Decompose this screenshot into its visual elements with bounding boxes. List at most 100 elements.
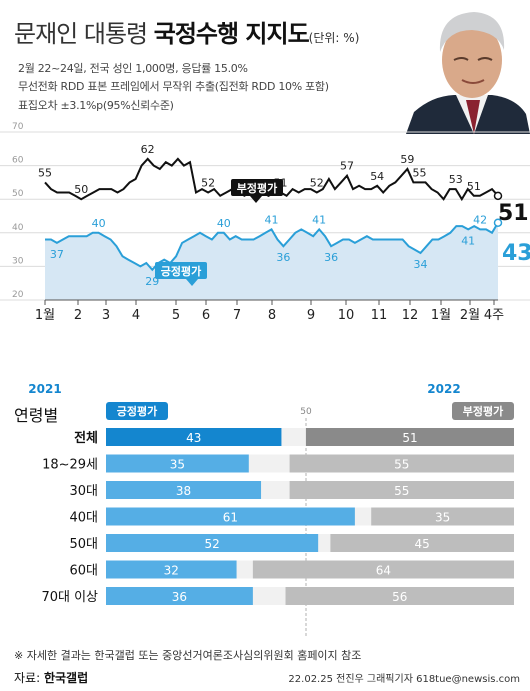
positive-data-label: 36 — [276, 251, 290, 264]
positive-bar-value: 43 — [186, 431, 201, 445]
positive-bar — [106, 534, 319, 552]
negative-data-label: 53 — [449, 173, 463, 186]
negative-last-value: 51 — [498, 201, 529, 226]
positive-bar-value: 61 — [223, 511, 238, 525]
positive-bar — [106, 587, 253, 605]
age-category-label: 전체 — [74, 430, 98, 446]
negative-data-label: 55 — [38, 166, 52, 179]
x-tick-label: 2 — [74, 308, 82, 323]
negative-bar-value: 51 — [402, 431, 417, 445]
x-tick-label: 6 — [202, 308, 210, 323]
positive-bar-value: 35 — [170, 458, 185, 472]
positive-data-label: 41 — [312, 213, 326, 226]
survey-info-line-1: 2월 22~24일, 전국 성인 1,000명, 응답률 15.0% — [18, 62, 248, 75]
positive-bar-value: 38 — [176, 484, 191, 498]
positive-callout: 긍정평가 — [155, 262, 207, 286]
negative-end-marker — [493, 191, 503, 201]
legend-positive: 긍정평가 — [106, 402, 168, 420]
negative-bar-value: 55 — [394, 458, 409, 472]
positive-last-value: 43 — [502, 241, 530, 266]
x-tick-label: 4주 — [484, 308, 504, 323]
legend-positive-label: 긍정평가 — [117, 404, 157, 418]
negative-data-label: 51 — [467, 180, 481, 193]
negative-callout-label: 부정평가 — [237, 181, 277, 195]
y-tick-label: 40 — [12, 223, 24, 233]
x-tick-label: 3 — [102, 308, 110, 323]
negative-bar — [305, 428, 514, 446]
age-section-title: 연령별 — [14, 406, 58, 425]
negative-bar — [252, 560, 514, 579]
negative-bar — [371, 507, 514, 526]
negative-bar-value: 45 — [415, 537, 430, 551]
negative-data-label: 57 — [340, 160, 354, 173]
age-category-label: 30대 — [69, 484, 98, 499]
positive-data-label: 41 — [265, 213, 279, 226]
page-title: 문재인 대통령 국정수행 지지도(단위: %) — [14, 14, 359, 49]
negative-callout: 부정평가 — [231, 179, 283, 203]
negative-bar — [330, 534, 514, 552]
positive-bar-value: 32 — [164, 564, 179, 578]
age-group-bar-chart: 연령별 50 긍정평가 부정평가 전체 43 51 18~29세 35 55 30대 38 55… — [14, 402, 514, 638]
x-tick-label: 9 — [307, 308, 315, 323]
positive-line — [45, 222, 499, 272]
positive-data-label: 34 — [414, 258, 428, 271]
negative-bar — [285, 587, 514, 605]
age-category-label: 70대 이상 — [41, 590, 98, 605]
positive-bar-value: 36 — [172, 590, 187, 604]
x-tick-label: 1월 — [431, 308, 451, 323]
x-tick-label: 2월 — [460, 308, 480, 323]
positive-data-label: 36 — [324, 251, 338, 264]
age-category-label: 60대 — [69, 564, 98, 579]
y-tick-label: 20 — [12, 290, 24, 300]
x-tick-label: 11 — [371, 308, 388, 323]
x-tick-label: 12 — [402, 308, 419, 323]
positive-data-label: 40 — [217, 217, 231, 230]
x-tick-label: 1월 — [35, 308, 55, 323]
negative-data-label: 54 — [370, 170, 384, 183]
negative-data-label: 62 — [141, 143, 155, 156]
negative-data-label: 52 — [310, 176, 324, 189]
age-category-label: 18~29세 — [42, 458, 98, 473]
y-tick-label: 60 — [12, 156, 24, 166]
x-tick-label: 4 — [132, 308, 140, 323]
positive-data-label: 41 — [461, 234, 475, 247]
survey-info-line-2: 무선전화 RDD 표본 프레임에서 무작위 추출(집전화 RDD 10% 포함) — [18, 80, 329, 93]
negative-bar-value: 56 — [392, 590, 407, 604]
negative-bar — [289, 454, 514, 473]
legend-negative-label: 부정평가 — [463, 404, 503, 418]
credit-line: 22.02.25 전진우 그래픽기자 618tue@newsis.com — [288, 674, 520, 685]
source-label: 자료: — [14, 671, 44, 685]
title-main: 문재인 대통령 — [14, 20, 154, 48]
positive-bar — [106, 560, 237, 579]
negative-bar-value: 55 — [394, 484, 409, 498]
age-category-label: 40대 — [69, 511, 98, 526]
positive-data-label: 40 — [92, 217, 106, 230]
midline-label: 50 — [300, 407, 312, 417]
positive-data-label: 42 — [473, 213, 487, 226]
footnote: ※ 자세한 결과는 한국갤럽 또는 중앙선거여론조사심의위원회 홈페이지 참조 — [14, 649, 362, 662]
positive-bar — [106, 454, 249, 473]
positive-data-label: 37 — [50, 248, 64, 261]
y-tick-label: 50 — [12, 189, 24, 199]
positive-end-marker — [493, 218, 503, 227]
positive-bar-value: 52 — [204, 537, 219, 551]
title-unit: (단위: %) — [308, 31, 360, 45]
negative-data-label: 59 — [400, 153, 414, 166]
x-tick-label: 5 — [172, 308, 180, 323]
source-line: 자료: 한국갤럽 — [14, 669, 88, 686]
legend-negative: 부정평가 — [452, 402, 514, 420]
y-tick-label: 70 — [12, 122, 24, 132]
title-bold: 국정수행 지지도 — [153, 20, 310, 48]
x-tick-label: 7 — [233, 308, 241, 323]
x-tick-label: 10 — [338, 308, 355, 323]
positive-bar — [106, 507, 355, 526]
positive-bar — [106, 428, 282, 446]
year-label-2021: 2021 — [28, 382, 61, 396]
negative-data-label: 50 — [74, 183, 88, 196]
survey-info-line-3: 표집오차 ±3.1%p(95%신뢰수준) — [18, 99, 174, 112]
president-portrait-image — [402, 0, 530, 134]
negative-data-label: 55 — [412, 166, 426, 179]
source-name: 한국갤럽 — [43, 671, 89, 685]
positive-area-fill — [45, 222, 498, 300]
